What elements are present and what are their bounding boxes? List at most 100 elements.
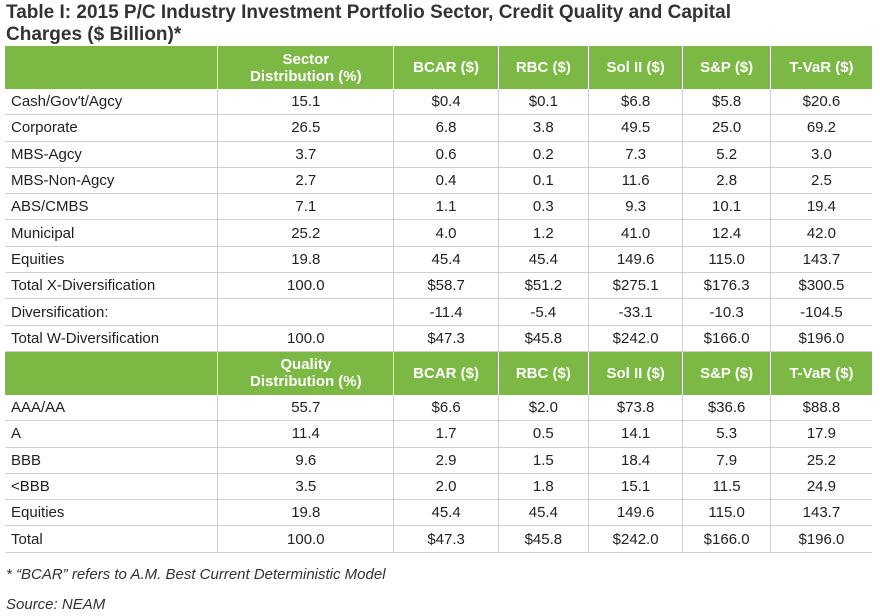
data-cell: $5.8 (682, 89, 771, 116)
data-cell: $0.4 (393, 89, 499, 116)
data-cell: 41.0 (587, 219, 683, 247)
data-cell: -104.5 (769, 298, 872, 326)
data-cell: 17.9 (769, 420, 872, 448)
row-label: AAA/AA (5, 394, 218, 422)
data-row: Corporate 26.5 6.8 3.8 49.5 25.0 69.2 (5, 114, 872, 142)
data-cell: $6.6 (393, 394, 499, 422)
data-cell: 1.7 (393, 420, 499, 448)
data-row: Total W-Diversification 100.0 $47.3 $45.8 $2… (5, 325, 872, 352)
data-row: Equities 19.8 45.4 45.4 149.6 115.0 143.7 (5, 246, 872, 274)
header-cell: RBC ($) (497, 351, 589, 395)
row-label: Total (5, 525, 218, 553)
header-text: Sector Distribution (%) (249, 50, 362, 85)
data-cell: 1.8 (497, 473, 589, 501)
header-cell: Sol II ($) (587, 351, 683, 395)
data-row: MBS-Agcy 3.7 0.6 0.2 7.3 5.2 3.0 (5, 141, 872, 168)
header-cell: RBC ($) (497, 46, 589, 89)
data-cell: $45.8 (497, 325, 589, 352)
data-cell: $166.0 (682, 525, 771, 553)
row-label: Total W-Diversification (5, 325, 218, 352)
data-cell: 2.0 (393, 473, 499, 501)
data-cell: 15.1 (587, 473, 683, 501)
data-cell: 149.6 (587, 499, 683, 527)
data-cell: 0.2 (497, 141, 589, 168)
data-cell: 19.4 (769, 193, 872, 221)
data-cell: $45.8 (497, 525, 589, 553)
row-label: Equities (5, 246, 218, 274)
data-cell: 9.3 (587, 193, 683, 221)
footnote: * “BCAR” refers to A.M. Best Current Det… (6, 566, 386, 583)
header-cell: S&P ($) (682, 351, 771, 395)
data-cell: $51.2 (497, 272, 589, 300)
data-cell: $47.3 (393, 325, 499, 352)
data-cell: -11.4 (393, 298, 499, 326)
data-row: ABS/CMBS 7.1 1.1 0.3 9.3 10.1 19.4 (5, 193, 872, 221)
data-cell: 3.5 (217, 473, 394, 501)
data-cell: 45.4 (393, 246, 499, 274)
data-cell: $300.5 (769, 272, 872, 300)
data-cell: 1.1 (393, 193, 499, 221)
data-cell: $176.3 (682, 272, 771, 300)
data-table: Sector Distribution (%) BCAR ($) RBC ($) So… (5, 46, 872, 553)
row-label: Equities (5, 499, 218, 527)
data-cell: 45.4 (393, 499, 499, 527)
data-cell: 0.5 (497, 420, 589, 448)
row-label: A (5, 420, 218, 448)
data-cell: 100.0 (217, 525, 394, 553)
data-cell: $6.8 (587, 89, 683, 116)
header-cell: S&P ($) (682, 46, 771, 89)
data-cell: 3.8 (497, 114, 589, 142)
data-cell: 3.7 (217, 141, 394, 168)
data-cell: 45.4 (497, 499, 589, 527)
data-cell: 0.3 (497, 193, 589, 221)
header-text: S&P ($) (700, 364, 754, 382)
data-cell: 0.1 (497, 167, 589, 195)
data-cell: 2.9 (393, 447, 499, 474)
data-cell: $166.0 (682, 325, 771, 352)
data-cell: 7.3 (587, 141, 683, 168)
data-cell: 7.9 (682, 447, 771, 474)
data-cell: 1.2 (497, 219, 589, 247)
data-cell: 1.5 (497, 447, 589, 474)
data-cell: $196.0 (769, 525, 872, 553)
header-text: Quality Distribution (%) (249, 356, 362, 391)
row-label: <BBB (5, 473, 218, 501)
data-cell: 19.8 (217, 499, 394, 527)
data-cell: 25.0 (682, 114, 771, 142)
data-cell: 2.5 (769, 167, 872, 195)
data-cell: 115.0 (682, 499, 771, 527)
data-cell: 11.5 (682, 473, 771, 501)
header-cell: T-VaR ($) (769, 351, 872, 395)
data-cell: 49.5 (587, 114, 683, 142)
data-row: MBS-Non-Agcy 2.7 0.4 0.1 11.6 2.8 2.5 (5, 167, 872, 195)
header-cell: BCAR ($) (393, 351, 499, 395)
data-cell: 9.6 (217, 447, 394, 474)
data-cell: 149.6 (587, 246, 683, 274)
header-cell: BCAR ($) (393, 46, 499, 89)
data-row: AAA/AA 55.7 $6.6 $2.0 $73.8 $36.6 $88.8 (5, 394, 872, 422)
data-cell: 14.1 (587, 420, 683, 448)
data-cell: 6.8 (393, 114, 499, 142)
data-row: Cash/Gov't/Agcy 15.1 $0.4 $0.1 $6.8 $5.8 $20.6 (5, 89, 872, 116)
data-cell: 10.1 (682, 193, 771, 221)
data-row: Equities 19.8 45.4 45.4 149.6 115.0 143.7 (5, 499, 872, 527)
data-cell: 115.0 (682, 246, 771, 274)
data-cell: $275.1 (587, 272, 683, 300)
data-cell: 15.1 (217, 89, 394, 116)
data-row: <BBB 3.5 2.0 1.8 15.1 11.5 24.9 (5, 473, 872, 501)
data-cell: $36.6 (682, 394, 771, 422)
header-cell (5, 46, 218, 89)
row-label: Cash/Gov't/Agcy (5, 89, 218, 116)
data-cell: $88.8 (769, 394, 872, 422)
data-cell: 143.7 (769, 499, 872, 527)
row-label: Total X-Diversification (5, 272, 218, 300)
data-cell: 19.8 (217, 246, 394, 274)
data-cell: $242.0 (587, 525, 683, 553)
header-text: T-VaR ($) (789, 364, 854, 382)
data-cell: 2.8 (682, 167, 771, 195)
data-cell: 69.2 (769, 114, 872, 142)
data-row: Diversification: -11.4 -5.4 -33.1 -10.3 -104.… (5, 298, 872, 326)
data-cell: 3.0 (769, 141, 872, 168)
source: Source: NEAM (6, 596, 106, 613)
